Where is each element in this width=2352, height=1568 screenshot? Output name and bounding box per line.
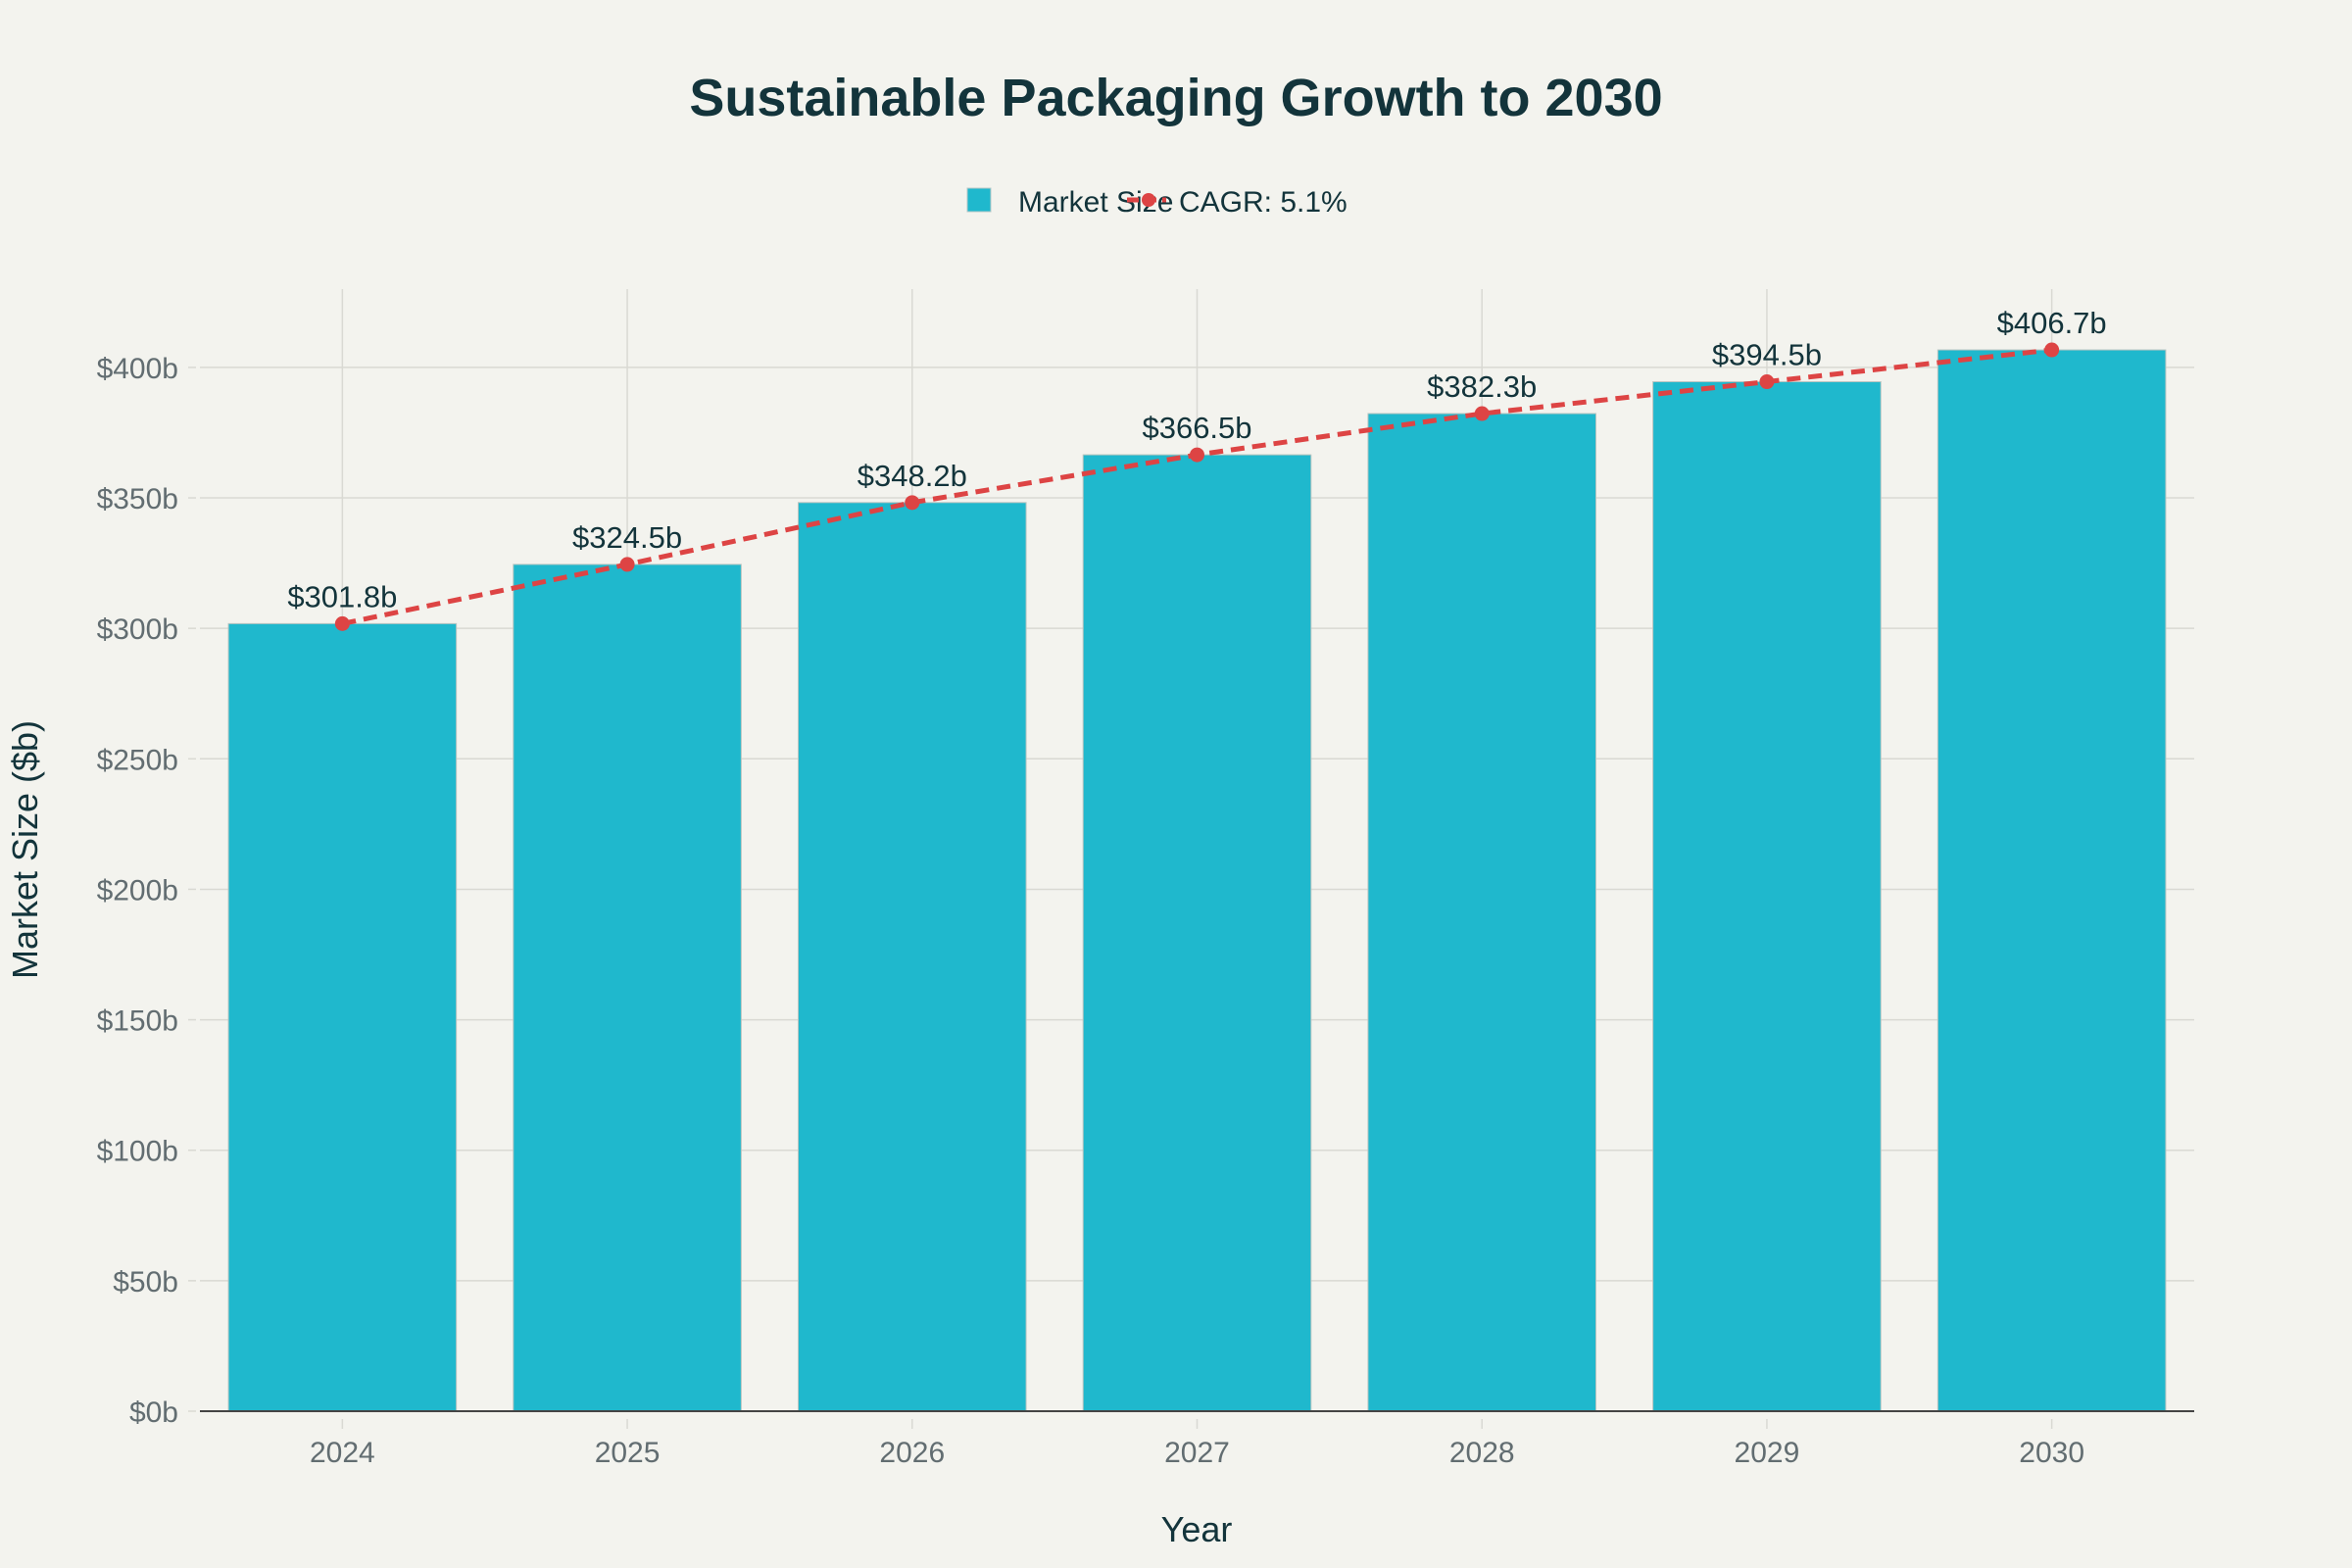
bar-2030 <box>1936 349 2167 1412</box>
y-tick-label: $250b <box>97 744 178 776</box>
axes: $0b $50b $100b $150b $200b $250b $300b $350b $40… <box>97 353 2194 1469</box>
chart-title: Sustainable Packaging Growth to 2030 <box>689 69 1662 127</box>
bar-2028 <box>1367 413 1597 1412</box>
cagr-marker-2026 <box>905 495 920 511</box>
cagr-line <box>334 342 2060 631</box>
cagr-marker-2025 <box>619 557 635 572</box>
bar-2027 <box>1082 454 1312 1412</box>
data-label-2027: $366.5b <box>1142 411 1251 445</box>
x-tick-label: 2025 <box>595 1437 661 1469</box>
data-label-2028: $382.3b <box>1427 369 1537 404</box>
bar-2026 <box>798 502 1027 1412</box>
legend: Market Size CAGR: 5.1% <box>966 186 1348 219</box>
bar-2029 <box>1652 381 1882 1412</box>
cagr-marker-2024 <box>334 615 350 631</box>
cagr-marker-2028 <box>1474 406 1490 421</box>
legend-line-marker <box>1142 193 1155 207</box>
bar-2025 <box>513 564 742 1412</box>
cagr-marker-2030 <box>2044 342 2060 358</box>
bar-2024 <box>227 622 458 1412</box>
y-tick-label: $300b <box>97 613 178 646</box>
y-tick-label: $0b <box>129 1396 178 1429</box>
y-tick-label: $400b <box>97 353 178 385</box>
x-tick-label: 2026 <box>879 1437 945 1469</box>
bars <box>227 349 2167 1412</box>
cagr-marker-2029 <box>1759 374 1775 390</box>
y-tick-label: $50b <box>113 1266 178 1298</box>
y-tick-label: $200b <box>97 874 178 906</box>
y-tick-label: $100b <box>97 1136 178 1168</box>
legend-bar-swatch <box>966 187 992 213</box>
data-label-2024: $301.8b <box>287 579 397 613</box>
data-labels: $301.8b $324.5b $348.2b $366.5b $382.3b $394.… <box>287 306 2106 613</box>
data-label-2025: $324.5b <box>572 520 682 555</box>
x-tick-label: 2030 <box>2019 1437 2084 1469</box>
cagr-marker-2027 <box>1190 447 1204 463</box>
x-tick-label: 2024 <box>310 1437 375 1469</box>
data-label-2026: $348.2b <box>858 459 967 493</box>
x-tick-label: 2028 <box>1449 1437 1515 1469</box>
legend-label-cagr: CAGR: 5.1% <box>1179 186 1348 219</box>
y-axis-title: Market Size ($b) <box>5 720 45 979</box>
x-tick-label: 2027 <box>1164 1437 1230 1469</box>
data-label-2030: $406.7b <box>1997 306 2107 340</box>
x-axis-title: Year <box>1161 1509 1233 1549</box>
y-tick-label: $150b <box>97 1005 178 1038</box>
y-tick-label: $350b <box>97 483 178 515</box>
x-tick-label: 2029 <box>1735 1437 1800 1469</box>
data-label-2029: $394.5b <box>1712 338 1822 372</box>
